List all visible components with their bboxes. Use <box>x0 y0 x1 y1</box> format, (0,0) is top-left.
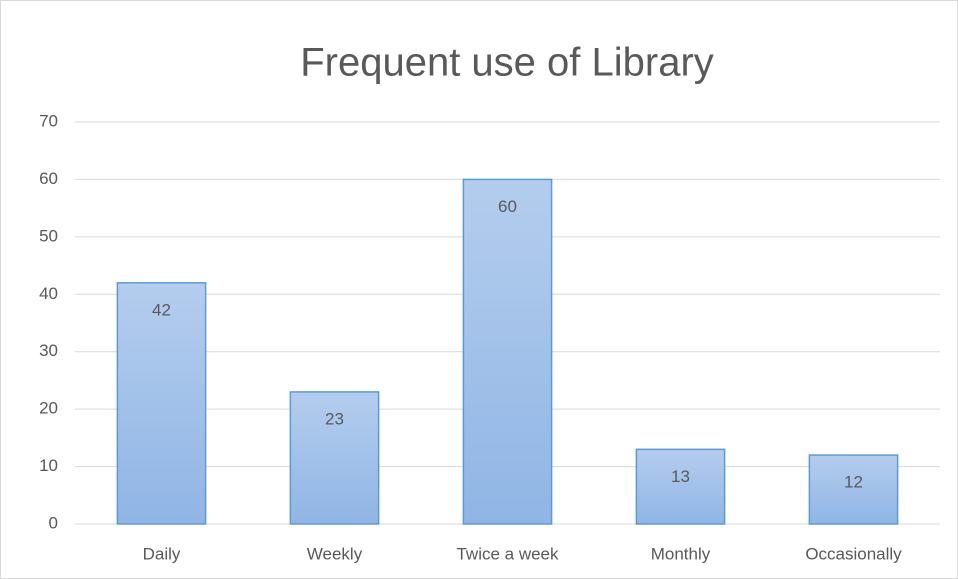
bar <box>462 178 553 525</box>
y-tick-label: 70 <box>39 111 58 130</box>
data-label: 42 <box>152 300 171 319</box>
y-tick-label: 50 <box>39 226 58 245</box>
y-tick-label: 20 <box>39 399 58 418</box>
chart-title: Frequent use of Library <box>300 41 714 85</box>
x-tick-label: Twice a week <box>456 544 559 563</box>
bar <box>116 282 207 525</box>
data-label: 23 <box>325 409 344 428</box>
data-label: 13 <box>671 467 690 486</box>
y-tick-label: 10 <box>39 456 58 475</box>
x-tick-label: Occasionally <box>805 544 902 563</box>
bar <box>635 448 726 525</box>
x-tick-label: Monthly <box>651 544 711 563</box>
bar <box>289 391 380 525</box>
y-tick-label: 60 <box>39 169 58 188</box>
data-label: 12 <box>844 473 863 492</box>
data-label: 60 <box>498 197 517 216</box>
x-tick-label: Weekly <box>307 544 363 563</box>
y-tick-label: 30 <box>39 341 58 360</box>
bar <box>808 454 899 525</box>
x-tick-label: Daily <box>143 544 181 563</box>
y-tick-label: 40 <box>39 284 58 303</box>
y-tick-label: 0 <box>49 513 58 532</box>
